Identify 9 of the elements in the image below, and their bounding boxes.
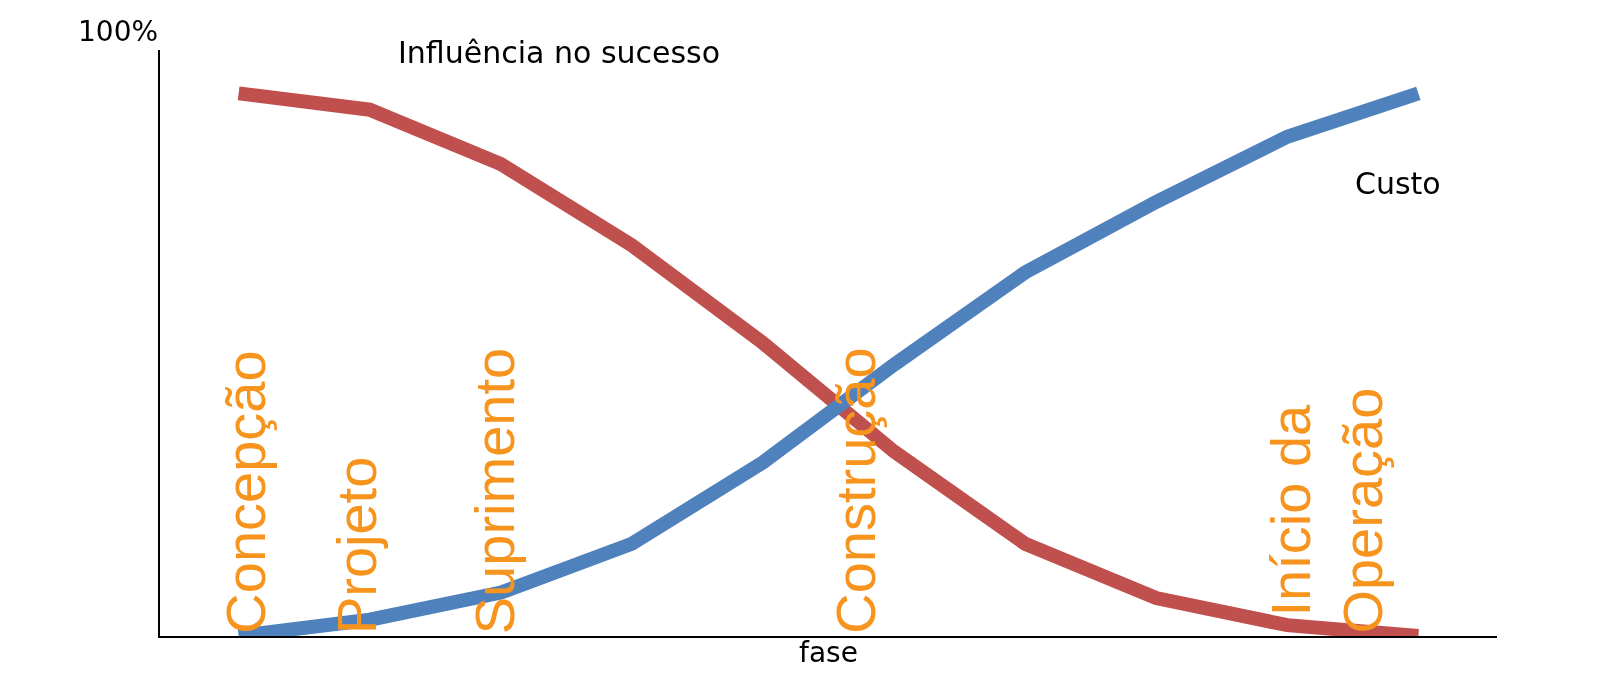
text: 100% (78, 15, 159, 48)
series-label: Custo (1355, 166, 1441, 201)
annotation: Início da Operação (1258, 387, 1395, 634)
annotation: Suprimento (463, 347, 527, 635)
annotation: Construção (823, 347, 887, 634)
annotation: Projeto (325, 456, 389, 635)
x-axis-title: fase (799, 635, 858, 669)
series-label: Influência no sucesso (398, 35, 721, 70)
annotation: Concepção (213, 350, 277, 634)
